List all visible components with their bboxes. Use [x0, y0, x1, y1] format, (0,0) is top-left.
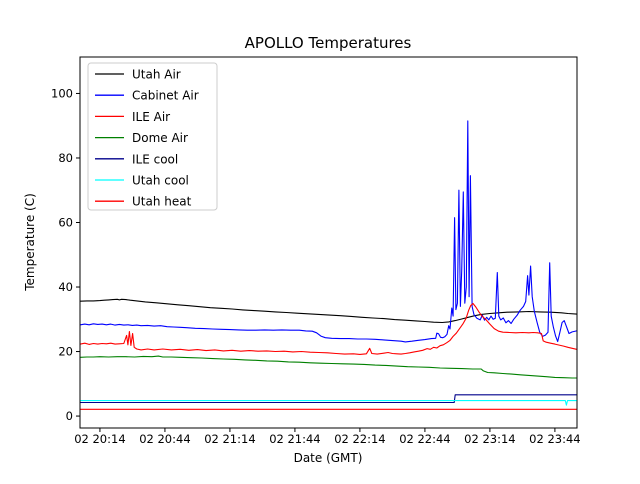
series-line-cabinet-air: [80, 120, 577, 343]
legend-label-utah-air: Utah Air: [132, 68, 181, 82]
legend: Utah Air Cabinet Air ILE Air Dome Air ILE co…: [87, 62, 218, 211]
series-line-utah-air: [80, 298, 577, 324]
series-line-ile-air: [80, 302, 577, 355]
y-tick-label: 100: [51, 86, 73, 100]
x-tick-label: 02 23:44: [529, 432, 580, 446]
series-line-ile-cool: [80, 394, 577, 404]
x-tick-label: 02 21:44: [269, 432, 320, 446]
series-line-utah-cool: [80, 400, 577, 406]
series-line-dome-air: [80, 355, 577, 379]
x-tick-label: 02 21:14: [204, 432, 255, 446]
y-tick-label: 60: [58, 215, 73, 229]
series-layer: [80, 120, 577, 410]
y-tick-label: 0: [66, 409, 73, 423]
legend-box: [87, 62, 218, 211]
y-tick-label: 80: [58, 151, 73, 165]
legend-label-ile-cool: ILE cool: [132, 152, 178, 166]
legend-label-utah-heat: Utah heat: [132, 195, 192, 209]
y-tick-label: 20: [58, 345, 73, 359]
x-axis-label: Date (GMT): [294, 451, 363, 465]
x-tick-label: 02 23:14: [464, 432, 515, 446]
chart-title: APOLLO Temperatures: [245, 34, 412, 52]
legend-label-dome-air: Dome Air: [132, 131, 188, 145]
x-tick-label: 02 22:14: [334, 432, 385, 446]
legend-label-utah-cool: Utah cool: [132, 174, 189, 188]
x-tick-label: 02 20:14: [74, 432, 125, 446]
axis-ticks: 0 20 40 60 80 100 02 20:14 02 20:44 02 21:14 02 2…: [51, 86, 581, 446]
x-tick-label: 02 20:44: [139, 432, 190, 446]
x-tick-label: 02 22:44: [399, 432, 450, 446]
y-axis-label: Temperature (C): [23, 193, 37, 292]
legend-label-ile-air: ILE Air: [132, 110, 170, 124]
legend-label-cabinet-air: Cabinet Air: [132, 89, 199, 103]
y-tick-label: 40: [58, 280, 73, 294]
